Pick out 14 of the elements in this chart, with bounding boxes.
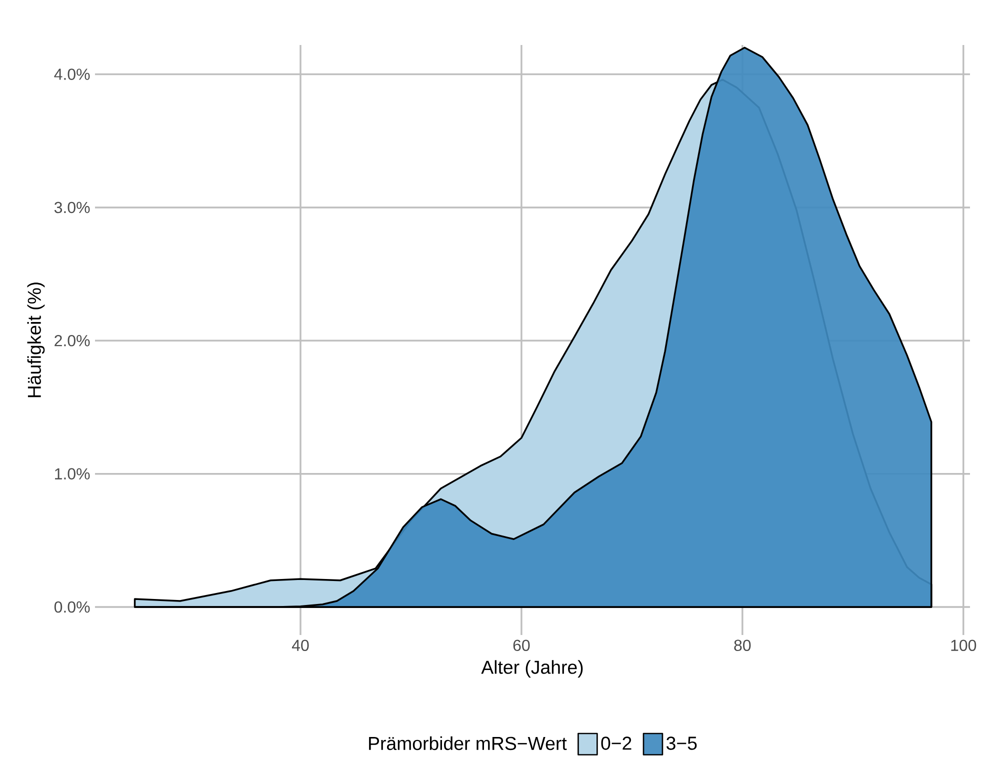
x-tick-label: 80 <box>734 640 751 652</box>
y-tick-label: 1.0% <box>55 468 90 480</box>
x-tick-label: 100 <box>951 640 976 652</box>
y-tick-label: 3.0% <box>54 202 90 214</box>
y-tick-label: 2.0% <box>54 334 90 346</box>
y-tick-label: 0.0% <box>54 601 90 613</box>
legend-title: Prämorbider mRS−Wert <box>369 736 567 750</box>
y-axis-title: Häufigkeit (%) <box>27 282 45 398</box>
x-tick-label: 60 <box>513 640 530 652</box>
x-axis-title: Alter (Jahre) <box>481 660 583 678</box>
x-tick-label: 40 <box>292 640 309 652</box>
legend-label: 0−2 <box>601 736 632 750</box>
y-tick-label: 4.0% <box>54 68 90 80</box>
legend-label: 3−5 <box>666 736 697 750</box>
